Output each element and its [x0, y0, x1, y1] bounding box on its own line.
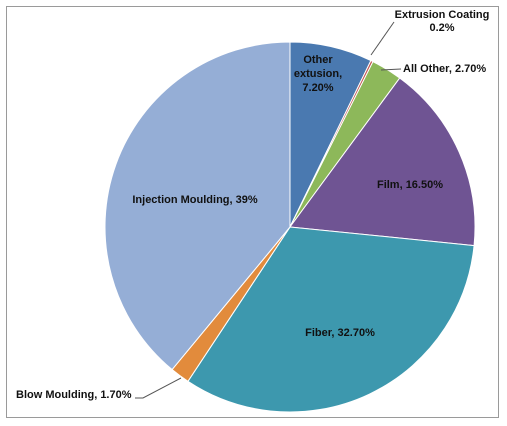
slice-label: Injection Moulding, 39%	[132, 194, 258, 206]
leader-line	[370, 21, 395, 56]
leader-line	[135, 377, 182, 399]
slice-label: Fiber, 32.70%	[305, 327, 375, 339]
pie-slice	[104, 41, 291, 371]
slice-label: Film, 16.50%	[377, 179, 443, 191]
slice-label: All Other, 2.70%	[403, 63, 486, 75]
leader-line	[380, 68, 402, 71]
pie-slice	[289, 77, 476, 247]
slice-label: Blow Moulding, 1.70%	[16, 389, 132, 401]
slice-label: Other extusion, 7.20%	[294, 54, 342, 94]
slice-label: Extrusion Coating 0.2%	[395, 9, 490, 34]
